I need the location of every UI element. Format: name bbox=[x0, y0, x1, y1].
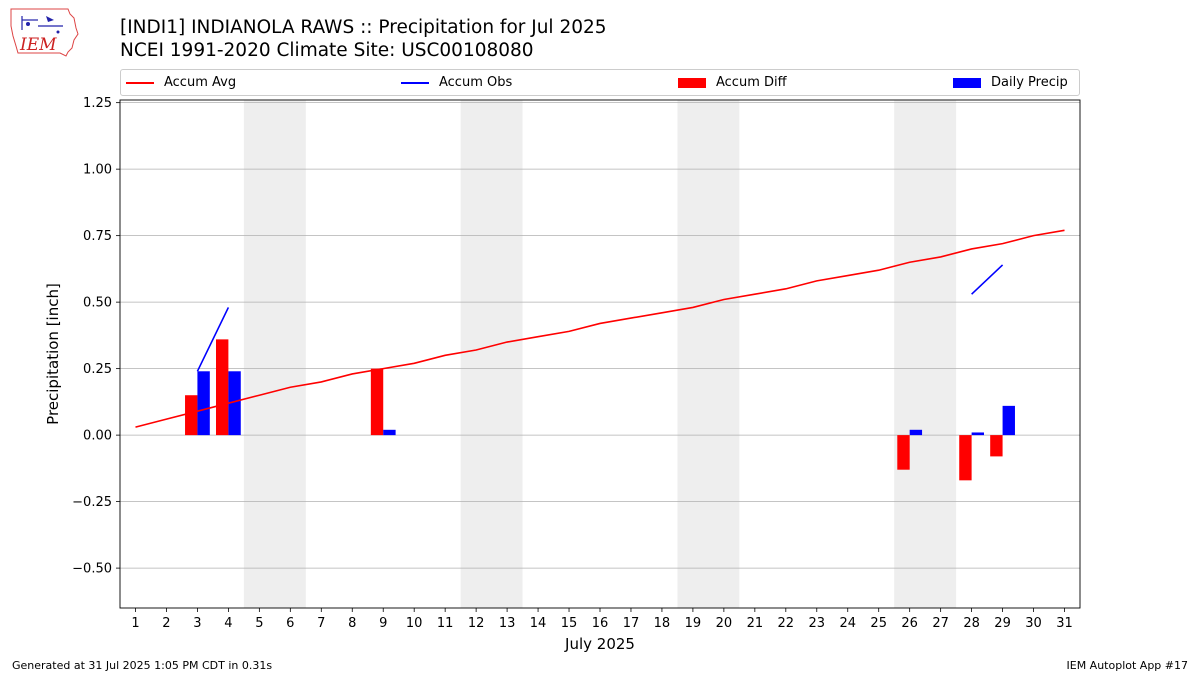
x-tick-label: 29 bbox=[994, 616, 1011, 631]
y-tick-label: 0.00 bbox=[83, 429, 112, 444]
accum-diff-bar bbox=[990, 435, 1003, 457]
x-tick-label: 22 bbox=[778, 616, 795, 631]
x-tick-label: 25 bbox=[870, 616, 887, 631]
x-tick-label: 11 bbox=[437, 616, 454, 631]
iowa-state-logo-icon: IEM bbox=[10, 8, 79, 57]
x-tick-label: 13 bbox=[499, 616, 516, 631]
y-axis-label: Precipitation [inch] bbox=[44, 283, 62, 425]
legend: Accum Avg Accum Obs Accum Diff Daily Pre… bbox=[120, 69, 1080, 96]
legend-item-accum-avg: Accum Avg bbox=[126, 70, 236, 95]
accum-diff-bar bbox=[185, 395, 198, 436]
x-tick-label: 23 bbox=[809, 616, 826, 631]
x-tick-label: 21 bbox=[747, 616, 764, 631]
legend-item-accum-diff: Accum Diff bbox=[678, 70, 787, 95]
generated-note: Generated at 31 Jul 2025 1:05 PM CDT in … bbox=[12, 659, 273, 672]
weekend-band bbox=[460, 100, 523, 608]
daily-precip-bar bbox=[909, 429, 923, 436]
x-tick-label: 16 bbox=[592, 616, 609, 631]
accum-diff-bar bbox=[216, 339, 229, 436]
x-tick-label: 6 bbox=[286, 616, 294, 631]
x-tick-label: 17 bbox=[623, 616, 640, 631]
x-tick-label: 14 bbox=[530, 616, 547, 631]
x-tick-label: 5 bbox=[255, 616, 263, 631]
y-tick-label: 1.25 bbox=[83, 96, 112, 111]
chart-title: [INDI1] INDIANOLA RAWS :: Precipitation … bbox=[120, 17, 607, 38]
y-tick-label: −0.50 bbox=[72, 562, 112, 577]
x-tick-label: 19 bbox=[685, 616, 702, 631]
x-tick-label: 20 bbox=[716, 616, 733, 631]
logo-text: IEM bbox=[19, 35, 57, 55]
x-tick-label: 2 bbox=[162, 616, 170, 631]
y-tick-label: 0.25 bbox=[83, 362, 112, 377]
x-tick-label: 10 bbox=[406, 616, 423, 631]
y-tick-label: 1.00 bbox=[83, 163, 112, 178]
legend-label: Accum Obs bbox=[439, 75, 513, 90]
chart-subtitle: NCEI 1991-2020 Climate Site: USC00108080 bbox=[120, 40, 534, 61]
legend-label: Accum Diff bbox=[716, 75, 787, 90]
weekend-band bbox=[677, 100, 740, 608]
weekend-band bbox=[243, 100, 306, 608]
daily-precip-bar bbox=[197, 371, 210, 436]
daily-precip-bar bbox=[971, 432, 984, 436]
legend-item-accum-obs: Accum Obs bbox=[401, 70, 512, 95]
daily-precip-bar bbox=[383, 429, 396, 436]
accum-obs-line bbox=[971, 264, 1004, 295]
weekend-band bbox=[894, 100, 957, 608]
accum-diff-bar bbox=[959, 435, 972, 481]
y-tick-label: −0.25 bbox=[72, 495, 112, 510]
x-tick-label: 28 bbox=[963, 616, 980, 631]
daily-precip-bar bbox=[1002, 405, 1015, 436]
x-tick-label: 4 bbox=[224, 616, 232, 631]
y-tick-label: 0.75 bbox=[83, 229, 112, 244]
accum-diff-bar bbox=[370, 368, 384, 436]
x-tick-label: 9 bbox=[379, 616, 387, 631]
x-tick-label: 27 bbox=[932, 616, 949, 631]
y-tick-label: 0.50 bbox=[83, 296, 112, 311]
x-tick-label: 31 bbox=[1056, 616, 1073, 631]
x-tick-label: 7 bbox=[317, 616, 325, 631]
legend-label: Accum Avg bbox=[164, 75, 237, 90]
x-tick-label: 8 bbox=[348, 616, 356, 631]
accum-avg-line bbox=[135, 229, 1065, 428]
x-tick-label: 24 bbox=[839, 616, 856, 631]
x-tick-label: 1 bbox=[131, 616, 139, 631]
x-tick-label: 3 bbox=[193, 616, 201, 631]
x-tick-label: 18 bbox=[654, 616, 671, 631]
legend-item-daily-precip: Daily Precip bbox=[953, 70, 1068, 95]
app-note: IEM Autoplot App #17 bbox=[1066, 659, 1189, 672]
x-tick-label: 15 bbox=[561, 616, 578, 631]
accum-diff-bar bbox=[897, 435, 910, 470]
legend-label: Daily Precip bbox=[991, 75, 1068, 90]
x-tick-label: 26 bbox=[901, 616, 918, 631]
x-tick-label: 30 bbox=[1025, 616, 1042, 631]
x-tick-label: 12 bbox=[468, 616, 485, 631]
accum-obs-line bbox=[196, 307, 230, 372]
daily-precip-bar bbox=[228, 371, 241, 436]
x-axis-label: July 2025 bbox=[564, 635, 635, 653]
